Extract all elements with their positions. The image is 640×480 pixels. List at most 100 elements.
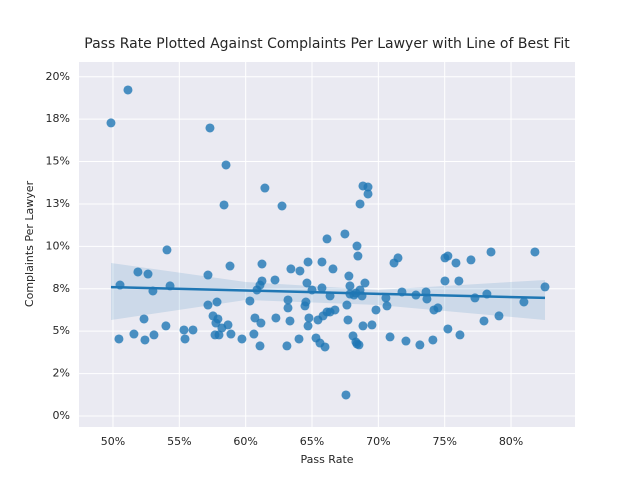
scatter-point <box>214 330 224 340</box>
scatter-point <box>285 316 295 326</box>
x-tick-label: 70% <box>366 435 390 448</box>
y-tick-label: 20% <box>46 70 70 83</box>
scatter-point <box>295 266 305 276</box>
scatter-point <box>540 282 550 292</box>
scatter-point <box>363 182 373 192</box>
scatter-point <box>219 200 229 210</box>
scatter-point <box>440 276 450 286</box>
scatter-point <box>255 341 265 351</box>
scatter-point <box>443 324 453 334</box>
y-tick-label: 15% <box>46 155 70 168</box>
x-tick-label: 75% <box>432 435 456 448</box>
scatter-point <box>353 251 363 261</box>
scatter-point <box>519 297 529 307</box>
scatter-point <box>479 316 489 326</box>
y-axis-label: Complaints Per Lawyer <box>23 180 36 307</box>
y-tick-label: 8% <box>53 282 70 295</box>
scatter-point <box>271 313 281 323</box>
scatter-point <box>149 330 159 340</box>
x-tick-label: 80% <box>499 435 523 448</box>
scatter-point <box>317 257 327 267</box>
scatter-point <box>343 315 353 325</box>
scatter-point <box>249 329 259 339</box>
scatter-point <box>302 278 312 288</box>
scatter-point <box>358 321 368 331</box>
scatter-point <box>106 118 116 128</box>
scatter-point <box>443 251 453 261</box>
scatter-point <box>494 311 504 321</box>
scatter-point <box>260 183 270 193</box>
scatter-point <box>367 320 377 330</box>
scatter-point <box>179 325 189 335</box>
scatter-point <box>277 201 287 211</box>
scatter-point <box>415 340 425 350</box>
scatter-point <box>401 336 411 346</box>
scatter-point <box>188 325 198 335</box>
scatter-point <box>205 123 215 133</box>
scatter-point <box>352 241 362 251</box>
scatter-point <box>257 276 267 286</box>
scatter-point <box>340 229 350 239</box>
scatter-point <box>304 313 314 323</box>
scatter-point <box>114 334 124 344</box>
scatter-point <box>360 278 370 288</box>
scatter-point <box>433 303 443 313</box>
scatter-point <box>455 330 465 340</box>
scatter-point <box>422 294 432 304</box>
y-tick-label: 18% <box>46 112 70 125</box>
scatter-point <box>354 340 364 350</box>
scatter-point <box>203 300 213 310</box>
scatter-point <box>385 332 395 342</box>
scatter-point <box>363 189 373 199</box>
scatter-point <box>223 320 233 330</box>
scatter-point <box>328 264 338 274</box>
scatter-point <box>270 275 280 285</box>
y-tick-label: 13% <box>46 197 70 210</box>
x-axis-label: Pass Rate <box>300 453 353 466</box>
scatter-point <box>203 270 213 280</box>
scatter-point <box>393 253 403 263</box>
scatter-point <box>212 297 222 307</box>
scatter-point <box>123 85 133 95</box>
scatter-point <box>245 296 255 306</box>
x-tick-label: 65% <box>300 435 324 448</box>
scatter-point <box>250 313 260 323</box>
scatter-point <box>470 293 480 303</box>
scatter-point <box>301 297 311 307</box>
chart-title: Pass Rate Plotted Against Complaints Per… <box>84 36 570 52</box>
y-tick-label: 2% <box>53 367 70 380</box>
scatter-point <box>344 271 354 281</box>
scatter-point <box>256 318 266 328</box>
scatter-point <box>162 245 172 255</box>
scatter-point <box>341 390 351 400</box>
plot-area <box>79 62 575 427</box>
scatter-point <box>381 293 391 303</box>
x-tick-label: 55% <box>167 435 191 448</box>
scatter-point <box>355 199 365 209</box>
x-tick-label: 50% <box>101 435 125 448</box>
scatter-point <box>237 334 247 344</box>
scatter-point <box>143 269 153 279</box>
scatter-point <box>303 257 313 267</box>
scatter-point <box>303 321 313 331</box>
scatter-point <box>320 342 330 352</box>
scatter-point <box>282 341 292 351</box>
scatter-point <box>330 305 340 315</box>
scatter-point <box>317 283 327 293</box>
scatter-point <box>133 267 143 277</box>
scatter-point <box>221 160 231 170</box>
scatter-point <box>283 303 293 313</box>
scatter-point <box>283 295 293 305</box>
y-tick-label: 10% <box>46 239 70 252</box>
scatter-point <box>286 264 296 274</box>
scatter-point <box>294 334 304 344</box>
scatter-point <box>257 259 267 269</box>
scatter-point <box>371 305 381 315</box>
scatter-point <box>139 314 149 324</box>
scatter-point <box>226 329 236 339</box>
scatter-point <box>530 247 540 257</box>
scatter-point <box>486 247 496 257</box>
x-tick-label: 60% <box>233 435 257 448</box>
fit-line <box>110 285 546 300</box>
